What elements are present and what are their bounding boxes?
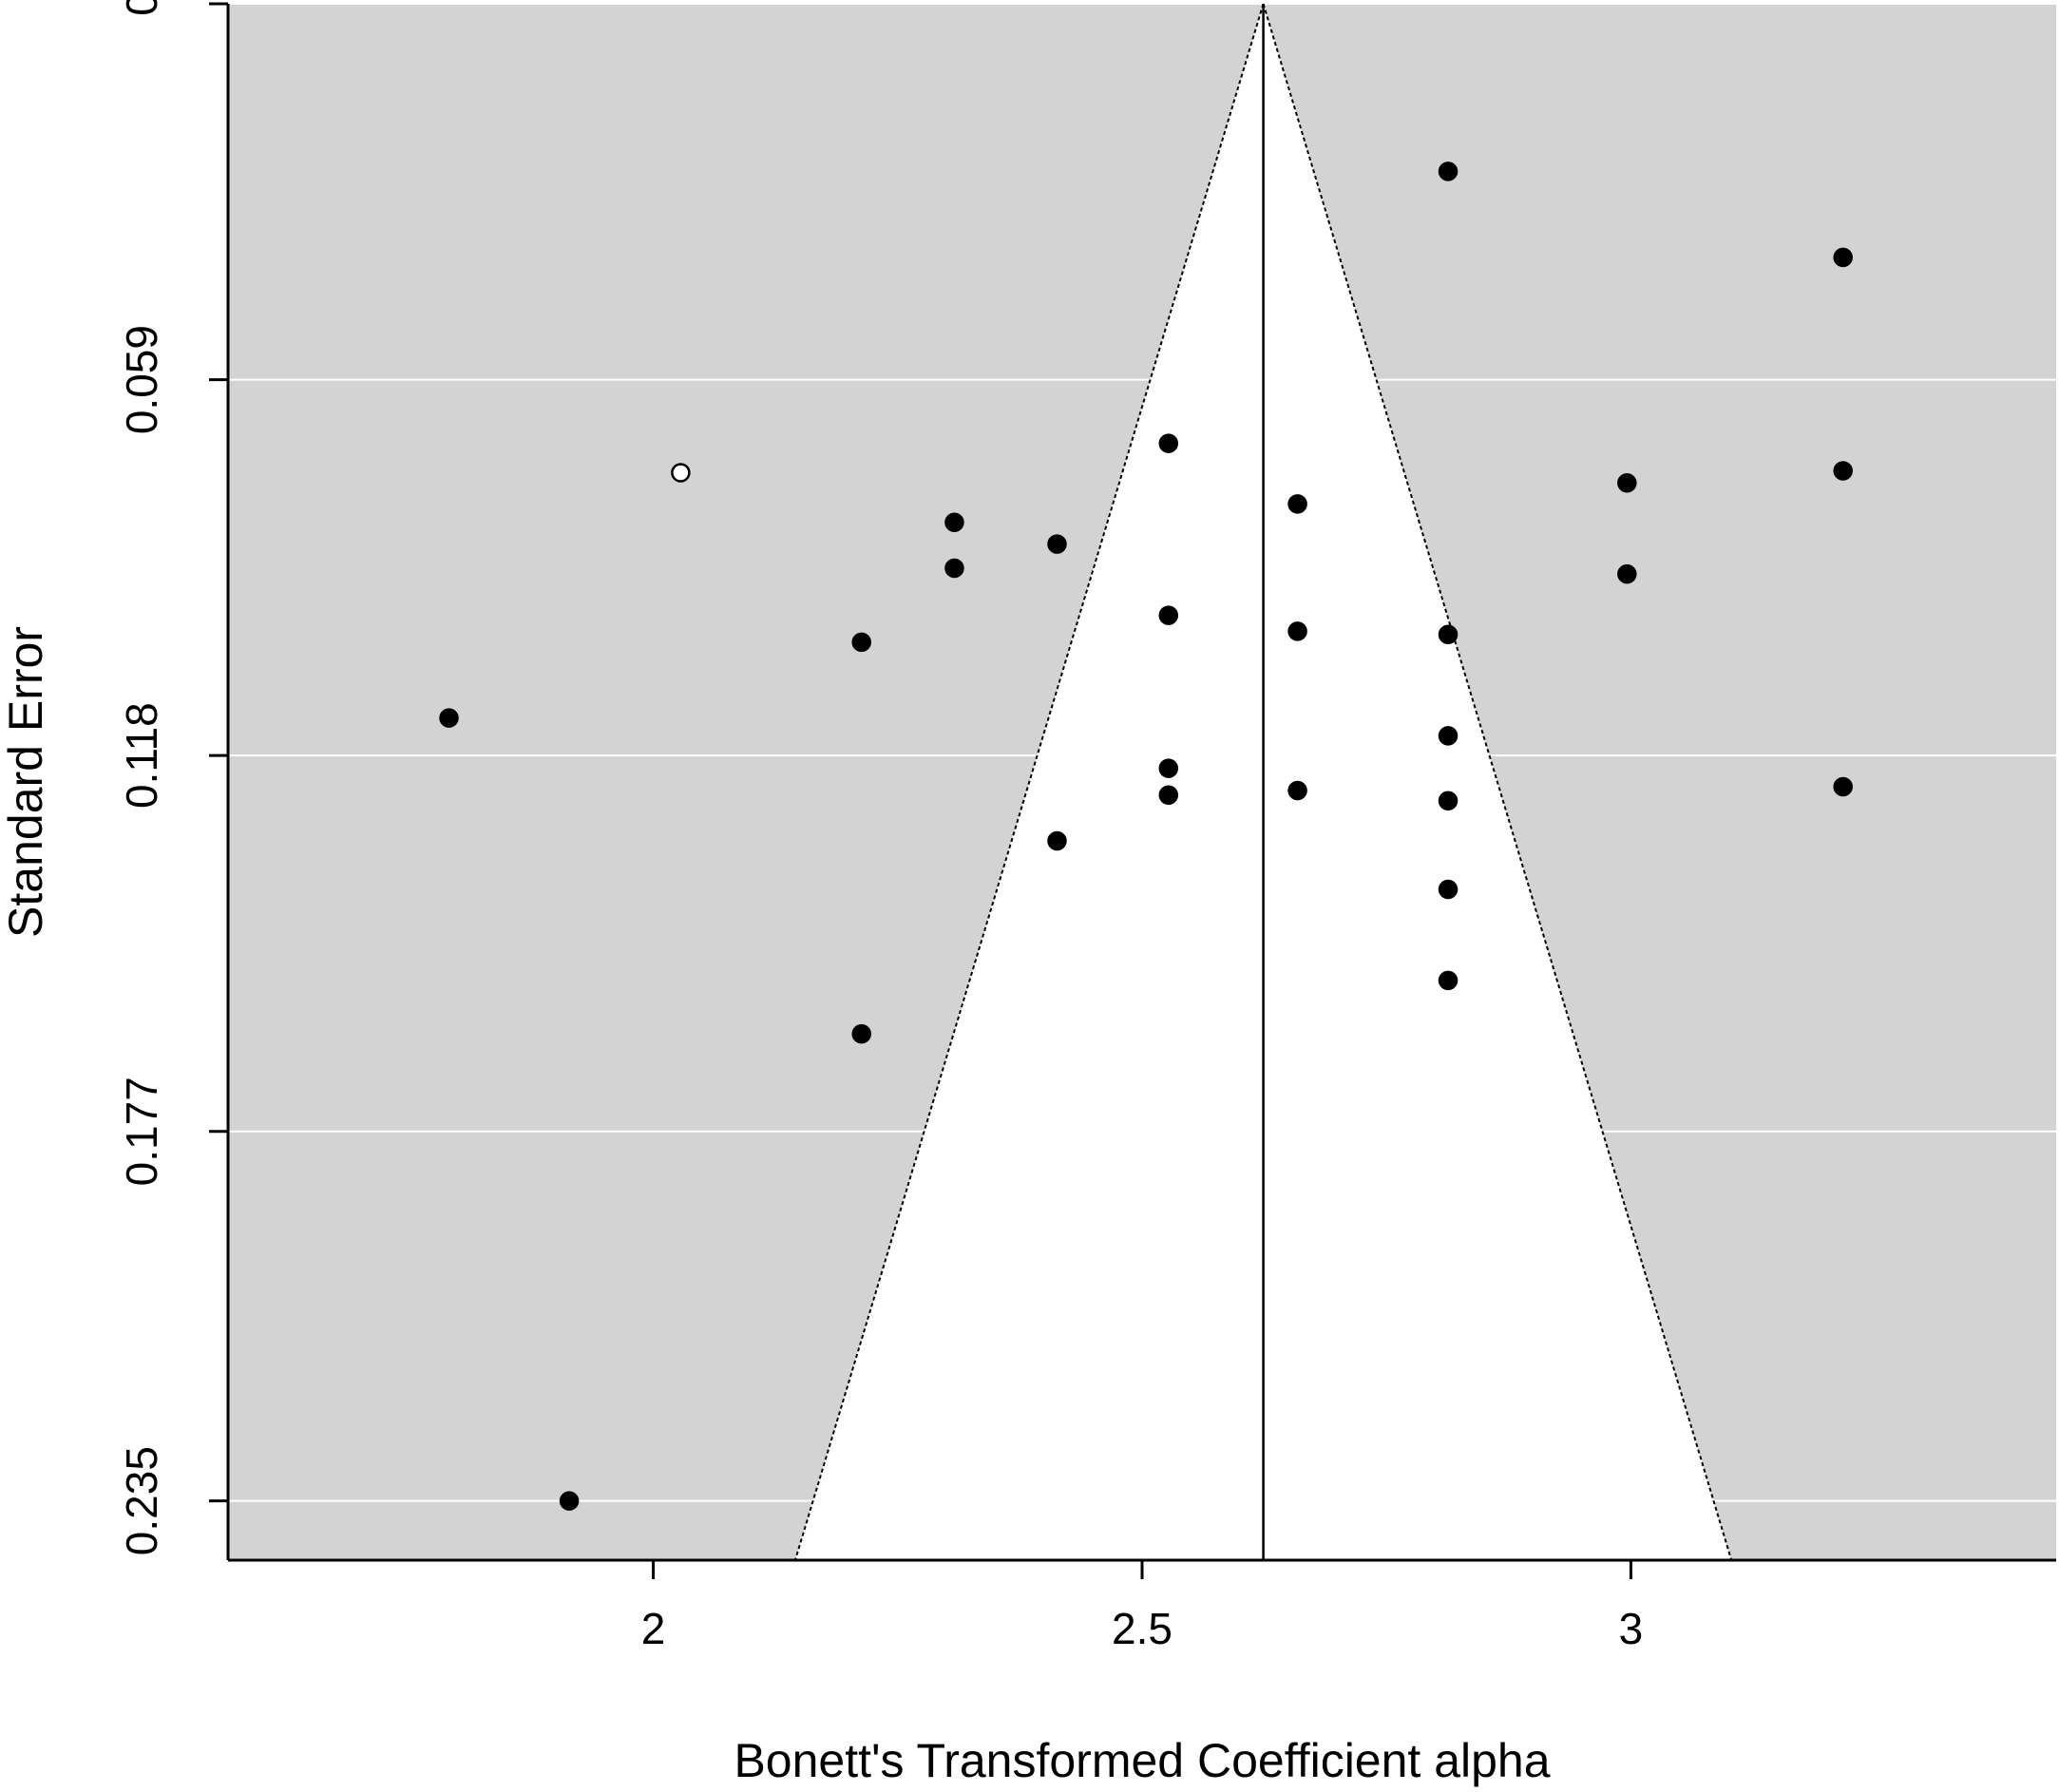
data-point [1287,621,1307,641]
data-point [1287,780,1307,801]
x-tick-label: 3 [1619,1604,1644,1653]
data-point [1438,879,1458,900]
y-axis-ticks: 0 0.059 0.118 0.177 0.235 [117,0,228,1555]
data-point [1833,247,1853,268]
x-axis-title: Bonett's Transformed Coefficient alpha [734,1734,1550,1787]
y-tick-label: 0.118 [117,702,166,809]
x-axis-ticks: 2 2.5 3 [641,1560,1643,1653]
data-point [1047,830,1067,851]
y-tick-label: 0.059 [117,325,166,434]
data-point [1438,162,1458,181]
y-axis-title: Standard Error [0,626,52,938]
y-tick-label: 0 [117,0,166,16]
data-point [1833,776,1853,797]
x-tick-label: 2 [641,1604,666,1653]
data-point [1438,624,1458,645]
funnel-right-edge [1262,3,1733,1561]
x-tick-label: 2.5 [1112,1604,1172,1653]
data-point [944,512,964,533]
data-points [439,162,1853,1511]
data-point [1287,494,1307,514]
funnel-left-edge [793,3,1265,1561]
data-point [1833,461,1853,481]
imputed-data-point [671,463,691,483]
data-point [439,708,459,728]
data-point [1617,472,1637,493]
grid-lines [228,3,2056,1502]
data-point [1047,534,1067,554]
data-point [944,558,964,579]
data-point [851,632,871,653]
data-point [1158,785,1179,805]
data-point [1438,970,1458,991]
y-tick-label: 0.177 [117,1077,166,1186]
data-point [1438,726,1458,746]
data-point [559,1491,580,1511]
data-point [1158,433,1179,453]
data-point [1617,563,1637,584]
data-point [1158,758,1179,778]
y-tick-label: 0.235 [117,1446,166,1555]
data-point [1438,791,1458,811]
data-point [1158,605,1179,625]
data-point [851,1023,871,1044]
